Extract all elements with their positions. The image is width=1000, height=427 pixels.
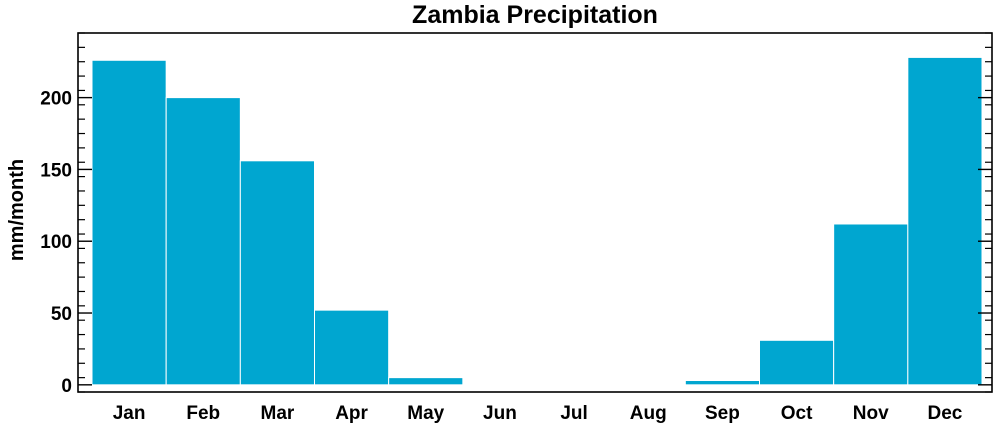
bar-may (388, 377, 464, 386)
x-tick-label: Oct (781, 403, 813, 424)
x-tick-label: Sep (705, 403, 740, 424)
x-tick-label: Apr (335, 403, 368, 424)
bar-dec (907, 56, 983, 386)
bar-feb (165, 97, 241, 386)
x-tick-label: Mar (261, 403, 295, 424)
x-tick-label: Jul (560, 403, 587, 424)
x-tick-label: Jan (113, 403, 146, 424)
plot-frame (77, 32, 993, 393)
bar-nov (833, 223, 909, 386)
tick-labels-group: Jan Feb Mar Apr May Jun Jul Aug Sep Oct Nov Dec 0 50 1… (40, 89, 962, 424)
x-tick-label: Dec (927, 403, 962, 424)
y-tick-label: 50 (51, 304, 72, 325)
bar-mar (239, 160, 315, 386)
bar-apr (314, 309, 390, 386)
y-tick-label: 0 (61, 376, 72, 397)
y-tick-label: 150 (40, 160, 72, 181)
x-tick-label: Feb (186, 403, 220, 424)
bar-oct (759, 339, 835, 386)
x-tick-label: Jun (483, 403, 517, 424)
y-tick-label: 200 (40, 89, 72, 110)
bars-group (91, 56, 983, 386)
x-tick-label: Aug (630, 403, 667, 424)
bar-jan (91, 59, 167, 386)
bar-sep (684, 380, 760, 386)
x-tick-label: May (407, 403, 444, 424)
chart-title: Zambia Precipitation (412, 1, 658, 29)
x-tick-label: Nov (853, 403, 889, 424)
y-tick-label: 100 (40, 232, 72, 253)
